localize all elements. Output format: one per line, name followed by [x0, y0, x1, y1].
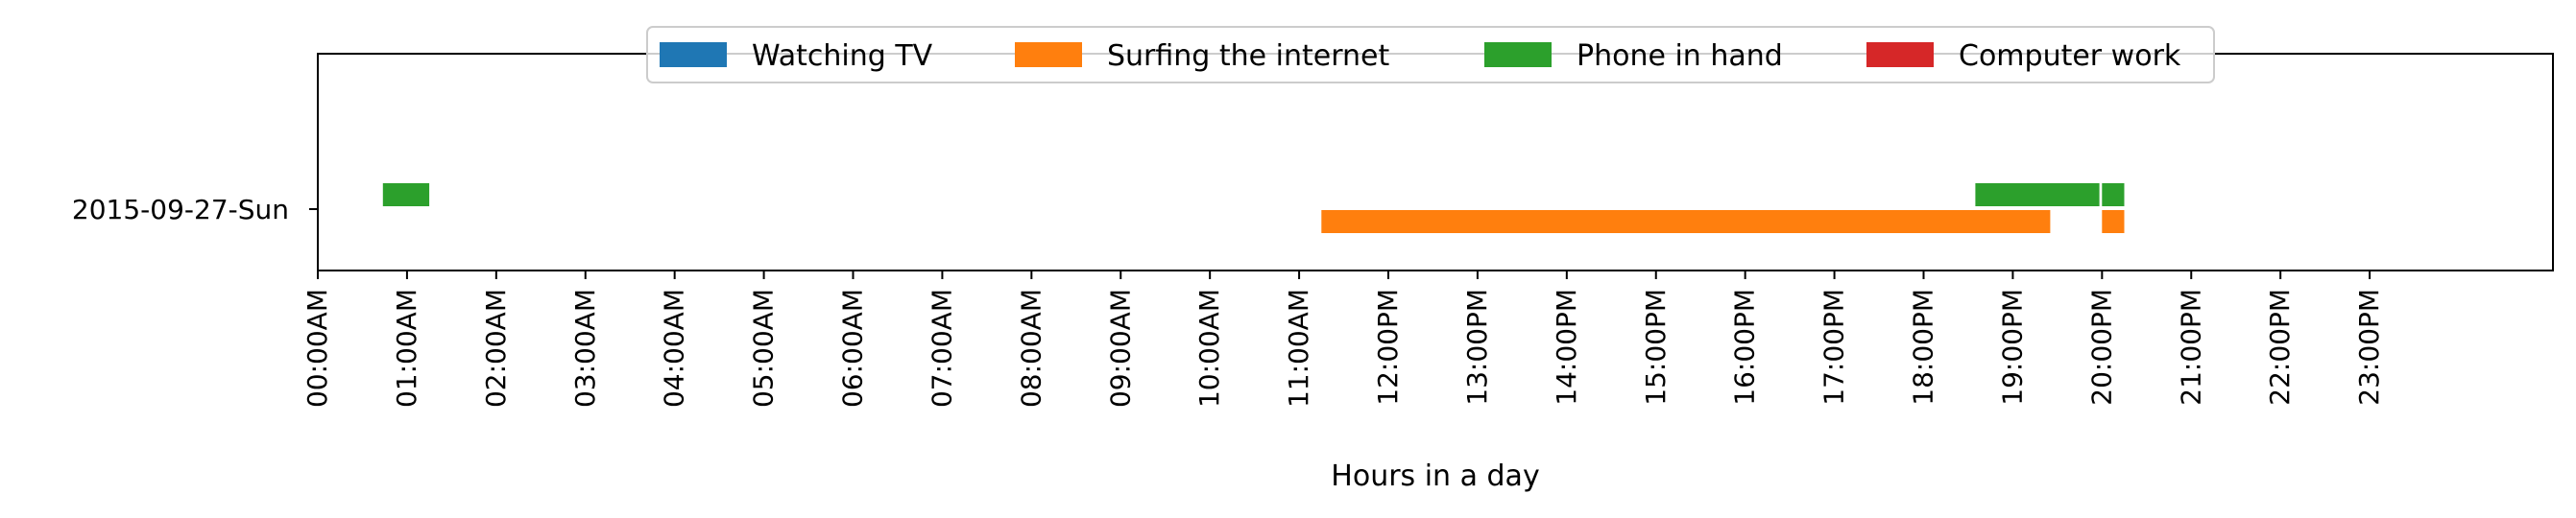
x-axis: 00:00AM 01:00AM 02:00AM 03:00AM 04:00AM 05:00…	[301, 271, 2385, 408]
x-tick-label: 16:00PM	[1729, 289, 1761, 406]
bar-surfing-the-internet-0	[1321, 210, 2051, 233]
x-tick-label: 10:00AM	[1193, 289, 1225, 408]
bar-phone-in-hand-1	[1975, 183, 2100, 206]
x-tick-label: 00:00AM	[301, 289, 333, 408]
x-tick-label: 13:00PM	[1461, 289, 1493, 406]
bar-phone-in-hand-0	[382, 183, 430, 206]
x-tick-label: 22:00PM	[2264, 289, 2296, 406]
legend-swatch-phone-in-hand	[1484, 42, 1552, 67]
legend-swatch-watching-tv	[660, 42, 727, 67]
x-tick-label: 15:00PM	[1640, 289, 1672, 406]
x-tick-label: 14:00PM	[1551, 289, 1582, 406]
x-tick-label: 23:00PM	[2353, 289, 2385, 406]
legend-label-watching-tv: Watching TV	[752, 39, 933, 73]
x-tick-label: 12:00PM	[1372, 289, 1404, 406]
legend-swatch-surfing-the-internet	[1015, 42, 1082, 67]
x-tick-label: 20:00PM	[2085, 289, 2117, 406]
bar-phone-in-hand-2	[2102, 183, 2125, 206]
x-axis-label: Hours in a day	[1331, 459, 1539, 493]
x-tick-label: 09:00AM	[1104, 289, 1136, 408]
legend-swatch-computer-work	[1866, 42, 1934, 67]
x-tick-label: 03:00AM	[569, 289, 601, 408]
legend: Watching TV Surfing the internet Phone in …	[646, 26, 2215, 83]
bars-layer	[382, 183, 2125, 233]
x-tick-label: 08:00AM	[1015, 289, 1047, 408]
y-axis: 2015-09-27-Sun	[72, 194, 318, 225]
x-tick-label: 19:00PM	[1996, 289, 2028, 406]
x-tick-label: 18:00PM	[1908, 289, 1939, 406]
x-tick-label: 11:00AM	[1283, 289, 1314, 408]
x-tick-label: 05:00AM	[748, 289, 780, 408]
legend-label-computer-work: Computer work	[1959, 39, 2181, 73]
bar-surfing-the-internet-1	[2102, 210, 2125, 233]
legend-label-phone-in-hand: Phone in hand	[1577, 39, 1783, 73]
x-tick-label: 01:00AM	[391, 289, 422, 408]
x-tick-label: 02:00AM	[480, 289, 512, 408]
x-tick-label: 17:00PM	[1818, 289, 1850, 406]
x-tick-label: 04:00AM	[659, 289, 690, 408]
legend-label-surfing-the-internet: Surfing the internet	[1107, 39, 1389, 73]
x-tick-label: 06:00AM	[837, 289, 869, 408]
x-tick-label: 21:00PM	[2175, 289, 2206, 406]
legend-box	[646, 26, 2215, 83]
x-tick-label: 07:00AM	[926, 289, 957, 408]
y-tick-label: 2015-09-27-Sun	[72, 194, 289, 225]
